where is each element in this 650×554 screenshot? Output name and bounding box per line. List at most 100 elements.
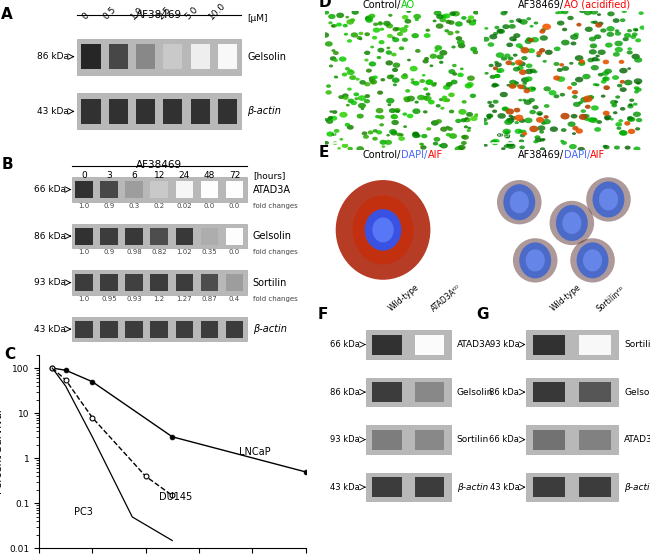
Ellipse shape [515, 115, 523, 121]
Ellipse shape [484, 144, 488, 147]
Ellipse shape [557, 20, 564, 25]
Ellipse shape [442, 95, 447, 99]
Ellipse shape [629, 99, 634, 102]
Ellipse shape [506, 43, 513, 47]
Ellipse shape [634, 90, 639, 94]
FancyBboxPatch shape [176, 181, 193, 198]
FancyBboxPatch shape [218, 44, 237, 69]
Ellipse shape [339, 112, 348, 117]
FancyBboxPatch shape [526, 378, 618, 406]
Ellipse shape [440, 126, 448, 132]
Ellipse shape [567, 86, 572, 90]
Ellipse shape [555, 12, 560, 14]
Text: fold changes: fold changes [253, 203, 298, 209]
Ellipse shape [328, 116, 333, 120]
Ellipse shape [448, 93, 455, 97]
Ellipse shape [526, 38, 531, 41]
Text: Sortilin: Sortilin [625, 340, 650, 349]
Ellipse shape [412, 109, 421, 114]
Text: fold changes: fold changes [253, 296, 298, 302]
Ellipse shape [470, 94, 476, 98]
Ellipse shape [515, 60, 523, 65]
FancyBboxPatch shape [226, 321, 243, 337]
Ellipse shape [471, 116, 478, 121]
Ellipse shape [321, 32, 329, 38]
Ellipse shape [448, 20, 454, 25]
Ellipse shape [424, 57, 429, 60]
Ellipse shape [506, 141, 514, 146]
Ellipse shape [380, 78, 385, 81]
Text: 1.0: 1.0 [79, 203, 90, 209]
Ellipse shape [350, 100, 357, 105]
Ellipse shape [364, 99, 370, 104]
Text: β-actin: β-actin [625, 483, 650, 491]
Ellipse shape [513, 238, 558, 283]
Ellipse shape [545, 50, 552, 55]
Ellipse shape [504, 134, 510, 138]
FancyBboxPatch shape [125, 321, 143, 337]
Ellipse shape [358, 103, 366, 109]
Ellipse shape [603, 77, 608, 80]
Ellipse shape [405, 89, 410, 93]
Ellipse shape [635, 88, 642, 92]
Ellipse shape [593, 182, 625, 218]
Ellipse shape [517, 84, 521, 87]
Ellipse shape [420, 143, 424, 146]
Ellipse shape [467, 129, 471, 132]
Ellipse shape [336, 13, 344, 18]
Ellipse shape [602, 71, 609, 76]
Ellipse shape [615, 29, 619, 32]
Ellipse shape [557, 68, 563, 72]
FancyBboxPatch shape [372, 430, 402, 450]
Ellipse shape [596, 120, 602, 124]
Ellipse shape [325, 41, 333, 47]
Text: 0.02: 0.02 [177, 203, 192, 209]
Ellipse shape [528, 86, 536, 92]
Ellipse shape [541, 28, 546, 32]
Ellipse shape [519, 146, 525, 149]
Ellipse shape [616, 122, 622, 127]
Text: 93 kDa: 93 kDa [489, 340, 519, 349]
Ellipse shape [540, 35, 548, 41]
Text: [hours]: [hours] [253, 171, 285, 179]
Ellipse shape [593, 20, 598, 24]
Ellipse shape [550, 126, 558, 132]
Ellipse shape [624, 121, 630, 126]
FancyBboxPatch shape [100, 181, 118, 198]
Ellipse shape [562, 28, 567, 31]
FancyBboxPatch shape [100, 228, 118, 244]
Ellipse shape [388, 14, 393, 17]
Ellipse shape [389, 74, 395, 78]
Ellipse shape [412, 131, 419, 136]
Ellipse shape [494, 74, 500, 78]
Ellipse shape [560, 113, 569, 120]
FancyBboxPatch shape [415, 430, 445, 450]
Ellipse shape [604, 116, 610, 120]
Ellipse shape [346, 104, 350, 106]
Text: 66 kDa: 66 kDa [330, 340, 360, 349]
Ellipse shape [606, 26, 615, 32]
Ellipse shape [627, 117, 634, 121]
Ellipse shape [447, 31, 454, 35]
Ellipse shape [624, 33, 631, 38]
Text: C: C [5, 347, 16, 362]
Ellipse shape [369, 79, 373, 82]
Ellipse shape [519, 243, 551, 278]
FancyBboxPatch shape [109, 44, 128, 69]
Ellipse shape [366, 69, 372, 73]
FancyBboxPatch shape [81, 99, 101, 124]
FancyBboxPatch shape [226, 228, 243, 244]
Ellipse shape [538, 113, 542, 116]
Ellipse shape [595, 84, 599, 86]
Y-axis label: Percent Survival: Percent Survival [0, 409, 4, 494]
Ellipse shape [594, 127, 601, 132]
Ellipse shape [490, 140, 497, 144]
Ellipse shape [506, 142, 514, 147]
Ellipse shape [328, 14, 335, 19]
Ellipse shape [350, 18, 355, 22]
FancyBboxPatch shape [415, 335, 445, 355]
Ellipse shape [573, 33, 579, 36]
Text: 0: 0 [81, 11, 91, 22]
Ellipse shape [506, 84, 510, 86]
FancyBboxPatch shape [125, 228, 143, 244]
